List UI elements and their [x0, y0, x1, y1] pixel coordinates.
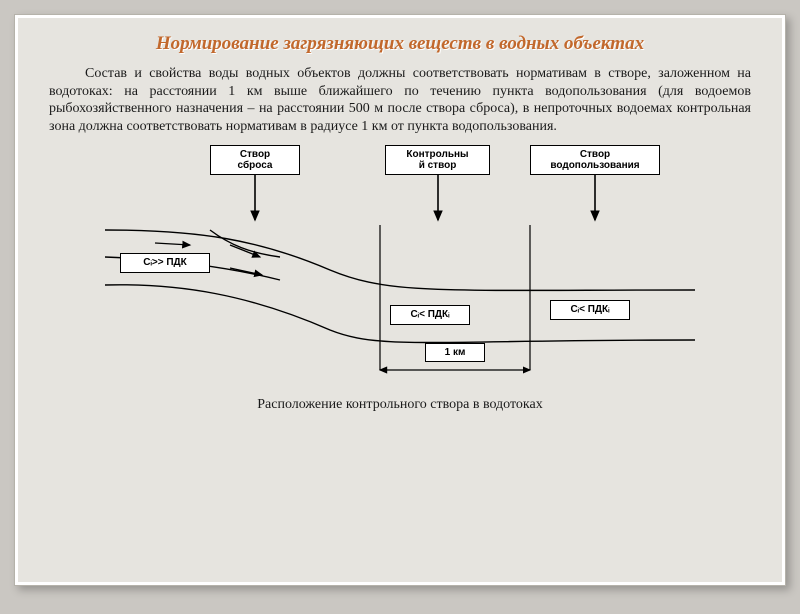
label-control: Контрольный створ: [385, 145, 490, 175]
label-c_gt: Cᵢ>> ПДК: [120, 253, 210, 273]
label-c_lt2: Cᵢ< ПДКᵢ: [550, 300, 630, 320]
page-title: Нормирование загрязняющих веществ в водн…: [45, 33, 755, 55]
body-paragraph: Состав и свойства воды водных объектов д…: [49, 65, 751, 135]
label-c_lt1: Cᵢ< ПДКᵢ: [390, 305, 470, 325]
label-usage: Створводопользования: [530, 145, 660, 175]
river-diagram: Расположение контрольного створа в водот…: [80, 145, 720, 415]
label-discharge: Створсброса: [210, 145, 300, 175]
label-dist: 1 км: [425, 343, 485, 362]
diagram-svg: [80, 145, 720, 415]
diagram-caption: Расположение контрольного створа в водот…: [80, 397, 720, 413]
